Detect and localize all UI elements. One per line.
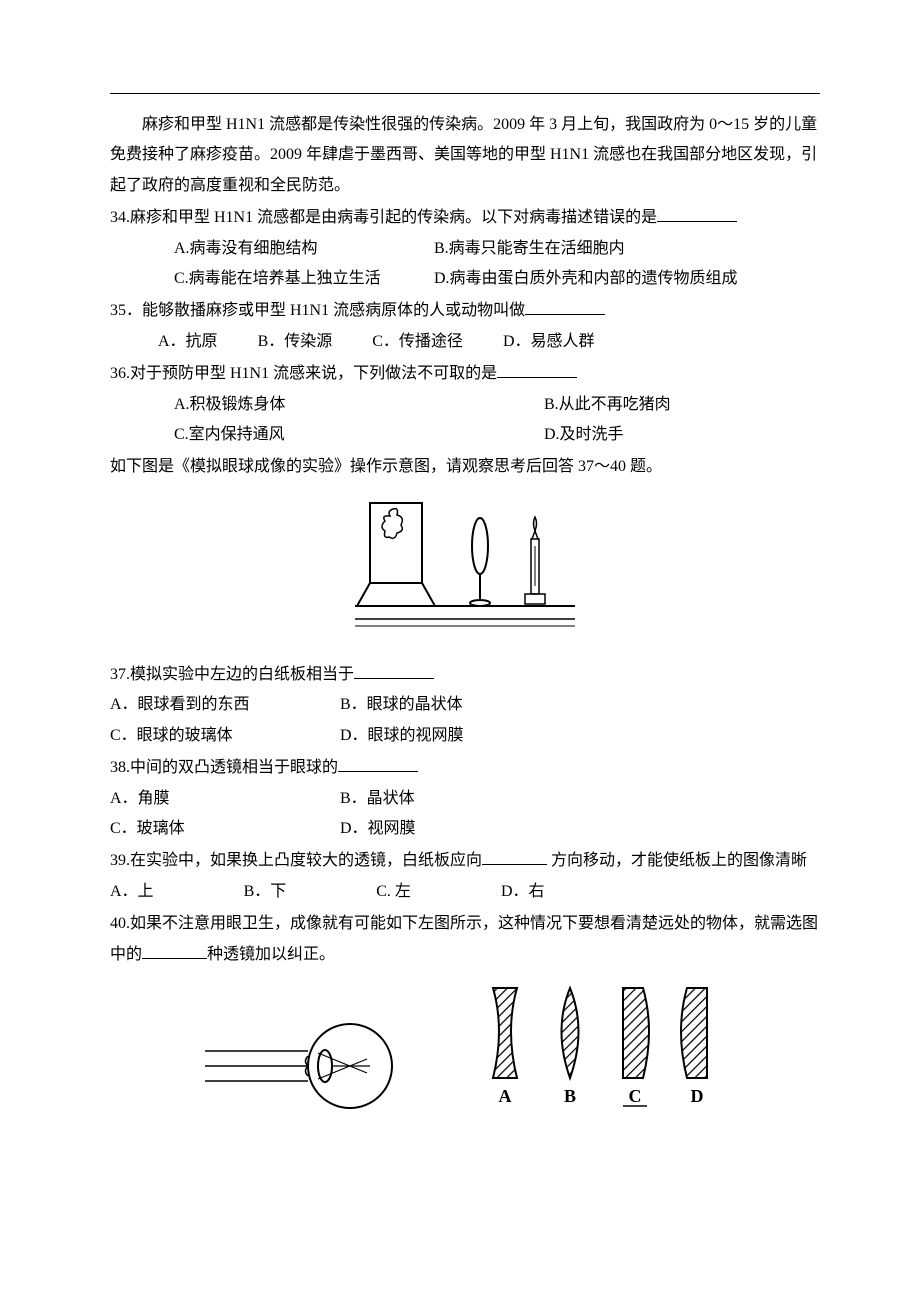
q39-a: A．上 [110,877,154,907]
q37-b: B．眼球的晶状体 [340,690,463,720]
q37-a: A．眼球看到的东西 [110,690,340,720]
q40-text-b: 种透镜加以纠正。 [207,946,335,963]
q37-c: C．眼球的玻璃体 [110,721,340,751]
intro-paragraph: 麻疹和甲型 H1N1 流感都是传染性很强的传染病。2009 年 3 月上旬，我国… [110,110,820,201]
eye-diagram [195,1011,415,1121]
q39-c: C. 左 [376,877,411,907]
q40-figures: A B C D [110,980,820,1121]
svg-text:D: D [691,1086,704,1106]
q38-a: A．角膜 [110,784,340,814]
q35-blank [525,299,605,315]
q38-b: B．晶状体 [340,784,415,814]
q36-c: C.室内保持通风 [174,420,544,450]
q36-a: A.积极锻炼身体 [174,390,544,420]
q34-c: C.病毒能在培养基上独立生活 [174,264,434,294]
q39-blank [482,849,547,865]
q38-d: D．视网膜 [340,814,416,844]
q38-blank [338,756,418,772]
q39-text-a: 39.在实验中，如果换上凸度较大的透镜，白纸板应向 [110,852,482,869]
q35-options: A．抗原 B．传染源 C．传播途径 D．易感人群 [110,327,820,357]
q36-options: A.积极锻炼身体 B.从此不再吃猪肉 [110,390,820,420]
q35-c: C．传播途径 [372,327,463,357]
svg-text:A: A [499,1086,512,1106]
q36-options-2: C.室内保持通风 D.及时洗手 [110,420,820,450]
q35-stem: 35．能够散播麻疹或甲型 H1N1 流感病原体的人或动物叫做 [110,296,820,326]
q37-stem: 37.模拟实验中左边的白纸板相当于 [110,660,820,690]
q36-blank [497,362,577,378]
q38-stem: 38.中间的双凸透镜相当于眼球的 [110,753,820,783]
q35-a: A．抗原 [158,327,218,357]
q38-options: A．角膜 B．晶状体 C．玻璃体 D．视网膜 [110,784,820,845]
q39-b: B．下 [244,877,287,907]
q35-text: 35．能够散播麻疹或甲型 H1N1 流感病原体的人或动物叫做 [110,302,525,319]
q34-a: A.病毒没有细胞结构 [174,234,434,264]
q39-text-b: 方向移动，才能使纸板上的图像清晰 [547,852,807,869]
q34-text: 34.麻疹和甲型 H1N1 流感都是由病毒引起的传染病。以下对病毒描述错误的是 [110,209,657,226]
q37-text: 37.模拟实验中左边的白纸板相当于 [110,666,354,683]
q39-d: D．右 [501,877,545,907]
q39-options: A．上 B．下 C. 左 D．右 [110,877,820,907]
lens-options: A B C D [475,980,735,1121]
bridge-text: 如下图是《模拟眼球成像的实验》操作示意图，请观察思考后回答 37～40 题。 [110,452,820,482]
experiment-diagram [110,491,820,652]
q34-options-2: C.病毒能在培养基上独立生活 D.病毒由蛋白质外壳和内部的遗传物质组成 [110,264,820,294]
q40-stem: 40.如果不注意用眼卫生，成像就有可能如下左图所示，这种情况下要想看清楚远处的物… [110,909,820,970]
q37-blank [354,663,434,679]
svg-text:C: C [629,1086,642,1106]
q38-c: C．玻璃体 [110,814,340,844]
q36-d: D.及时洗手 [544,420,624,450]
q40-blank [142,943,207,959]
q35-b: B．传染源 [258,327,333,357]
q37-d: D．眼球的视网膜 [340,721,464,751]
q34-stem: 34.麻疹和甲型 H1N1 流感都是由病毒引起的传染病。以下对病毒描述错误的是 [110,203,820,233]
svg-text:B: B [564,1086,576,1106]
q36-text: 36.对于预防甲型 H1N1 流感来说，下列做法不可取的是 [110,365,497,382]
q36-b: B.从此不再吃猪肉 [544,390,671,420]
q36-stem: 36.对于预防甲型 H1N1 流感来说，下列做法不可取的是 [110,359,820,389]
q37-options: A．眼球看到的东西 B．眼球的晶状体 C．眼球的玻璃体 D．眼球的视网膜 [110,690,820,751]
q34-d: D.病毒由蛋白质外壳和内部的遗传物质组成 [434,264,738,294]
q34-options: A.病毒没有细胞结构 B.病毒只能寄生在活细胞内 [110,234,820,264]
q34-b: B.病毒只能寄生在活细胞内 [434,234,625,264]
q39-stem: 39.在实验中，如果换上凸度较大的透镜，白纸板应向 方向移动，才能使纸板上的图像… [110,846,820,876]
q38-text: 38.中间的双凸透镜相当于眼球的 [110,759,338,776]
q34-blank [657,206,737,222]
q35-d: D．易感人群 [503,327,595,357]
